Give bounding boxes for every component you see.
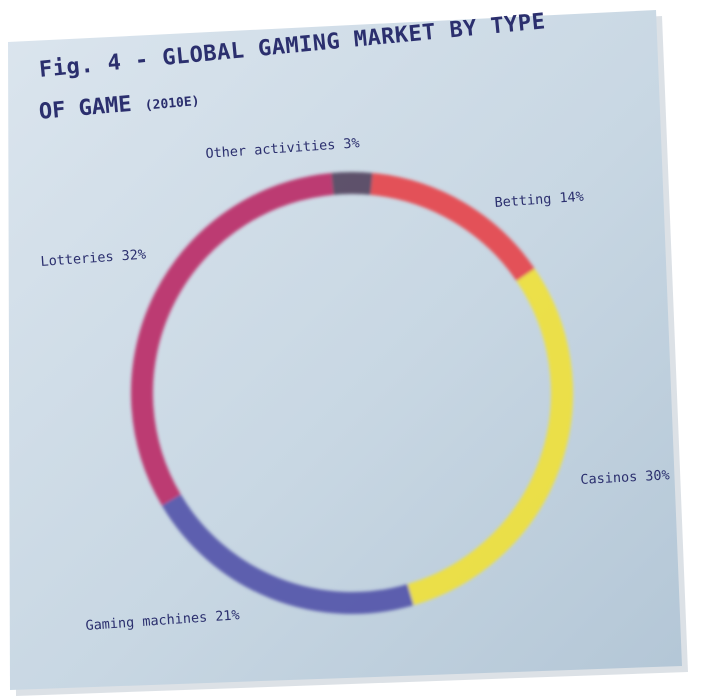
donut-slice-casinos [407,268,573,606]
donut-slice-lotteries [131,172,334,506]
donut-slice-other-activities [331,172,373,195]
chart-title-suffix: (2010E) [144,93,201,114]
donut-slice-betting [370,172,535,282]
donut-ring [131,172,573,614]
donut-slice-gaming-machines [161,494,414,614]
